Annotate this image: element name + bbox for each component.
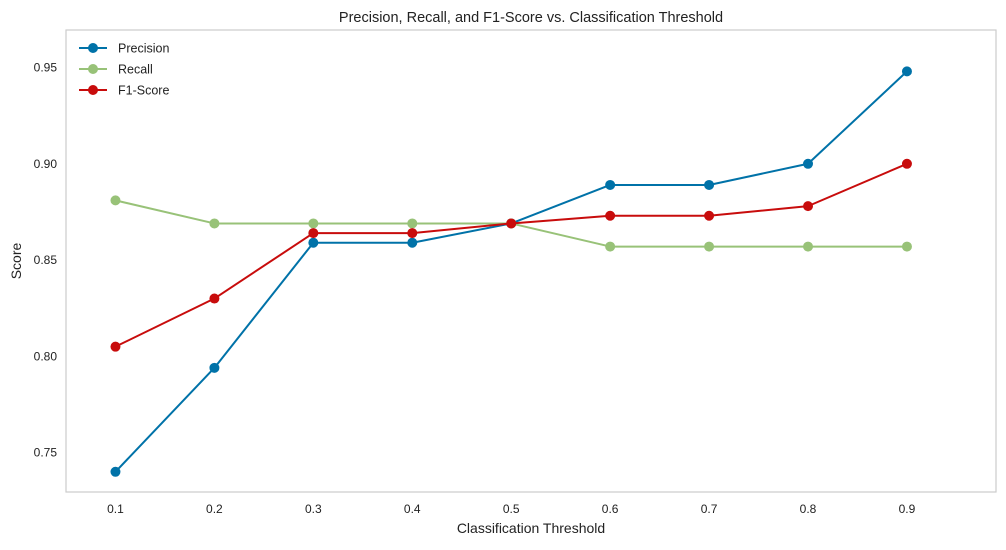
data-point [110, 195, 121, 206]
y-tick-label: 0.80 [34, 349, 58, 363]
x-axis-label: Classification Threshold [457, 520, 605, 536]
plot-area-frame [65, 29, 997, 493]
series-line [114, 70, 908, 473]
data-point [308, 237, 319, 248]
y-tick-label: 0.90 [34, 157, 58, 171]
legend-label: Precision [118, 42, 169, 56]
x-tick-label: 0.8 [800, 502, 817, 516]
legend-item: F1-Score [79, 84, 169, 98]
chart-title: Precision, Recall, and F1-Score vs. Clas… [339, 10, 723, 26]
series-layer [110, 66, 912, 477]
legend-item: Precision [79, 42, 169, 56]
data-point [110, 466, 121, 477]
y-tick-label: 0.75 [34, 446, 58, 460]
series-line [114, 162, 908, 348]
data-point [704, 179, 715, 190]
x-tick-label: 0.2 [206, 502, 223, 516]
data-point [407, 237, 418, 248]
x-tick-label: 0.7 [701, 502, 718, 516]
y-axis-label: Score [8, 243, 24, 280]
data-point [704, 241, 715, 252]
x-axis-ticks: 0.1 0.2 0.3 0.4 0.5 0.6 0.7 0.8 0.9 [107, 502, 915, 516]
legend-label: Recall [118, 63, 153, 77]
x-tick-label: 0.3 [305, 502, 322, 516]
legend-marker [88, 85, 98, 95]
data-point [901, 66, 912, 77]
data-point [704, 210, 715, 221]
y-tick-label: 0.85 [34, 253, 58, 267]
legend-label: F1-Score [118, 84, 169, 98]
data-point [506, 218, 517, 229]
data-point [407, 218, 418, 229]
series-f1-score [110, 158, 912, 352]
data-point [605, 241, 616, 252]
data-point [209, 362, 220, 373]
x-tick-label: 0.1 [107, 502, 124, 516]
x-tick-label: 0.6 [602, 502, 619, 516]
legend-marker [88, 64, 98, 74]
y-tick-label: 0.95 [34, 61, 58, 75]
data-point [605, 179, 616, 190]
data-point [209, 218, 220, 229]
data-point [803, 158, 814, 169]
legend-marker [88, 43, 98, 53]
legend-item: Recall [79, 63, 153, 77]
data-point [605, 210, 616, 221]
legend: Precision Recall F1-Score [79, 42, 169, 98]
data-point [209, 293, 220, 304]
data-point [803, 201, 814, 212]
data-point [901, 158, 912, 169]
data-point [308, 228, 319, 239]
x-tick-label: 0.9 [899, 502, 916, 516]
series-precision [110, 66, 912, 477]
y-axis-ticks: 0.75 0.80 0.85 0.90 0.95 [34, 61, 58, 460]
x-tick-label: 0.4 [404, 502, 421, 516]
data-point [407, 228, 418, 239]
data-point [110, 341, 121, 352]
data-point [308, 218, 319, 229]
data-point [901, 241, 912, 252]
data-point [803, 241, 814, 252]
x-tick-label: 0.5 [503, 502, 520, 516]
